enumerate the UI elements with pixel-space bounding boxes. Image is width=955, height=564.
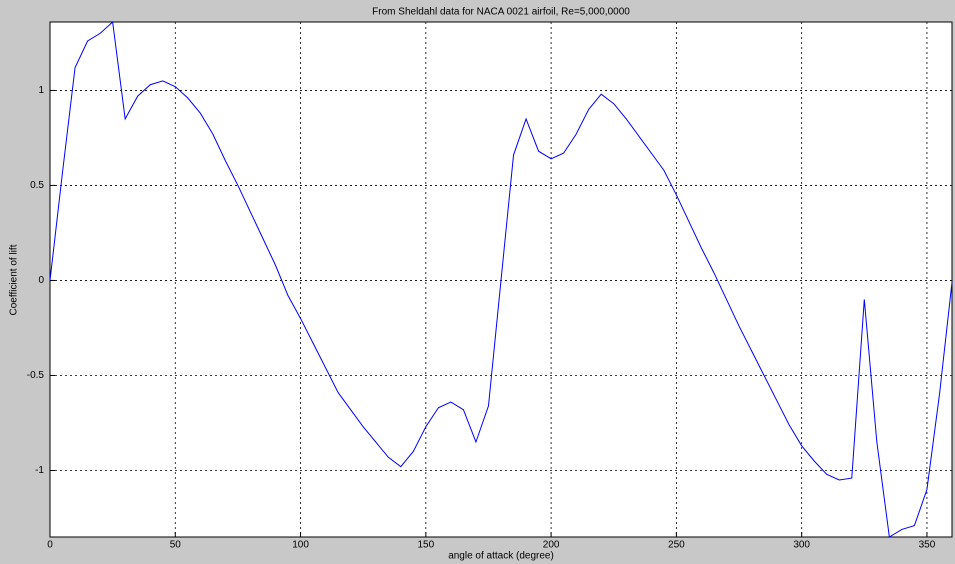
y-tick-label: -0.5	[27, 370, 45, 381]
x-tick-label: 150	[417, 540, 434, 551]
x-tick-label: 0	[47, 540, 53, 551]
x-axis-label: angle of attack (degree)	[448, 551, 554, 562]
chart-title: From Sheldahl data for NACA 0021 airfoil…	[372, 7, 630, 18]
y-tick-label: 1	[38, 85, 44, 96]
x-tick-label: 350	[919, 540, 936, 551]
data-line	[49, 20, 953, 538]
y-tick-label: 0.5	[30, 180, 44, 191]
x-tick-label: 100	[292, 540, 309, 551]
x-tick-label: 50	[170, 540, 182, 551]
y-tick-label: -1	[35, 465, 44, 476]
x-tick-label: 200	[543, 540, 560, 551]
y-tick-label: 0	[38, 275, 44, 286]
x-tick-label: 300	[793, 540, 810, 551]
y-axis-label: Coefficient of lift	[9, 244, 20, 315]
x-tick-label: 250	[668, 540, 685, 551]
